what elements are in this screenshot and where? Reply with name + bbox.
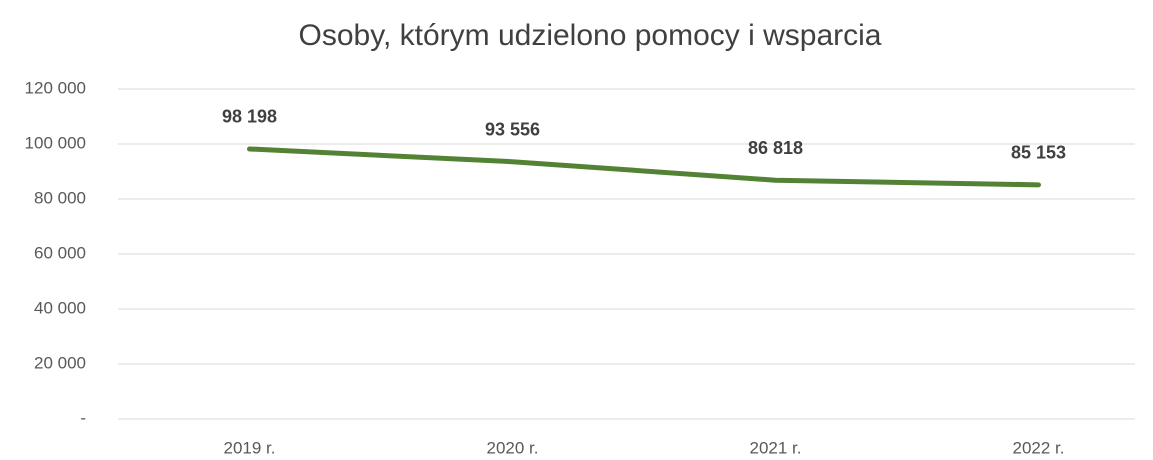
line	[247, 146, 1041, 188]
data-label: 98 198	[222, 107, 277, 127]
y-tick-label: -	[80, 408, 86, 427]
data-label: 93 556	[485, 119, 540, 139]
y-tick-label: 100 000	[25, 133, 86, 152]
y-tick-label: 60 000	[34, 243, 86, 262]
data-label: 85 153	[1011, 143, 1066, 163]
x-tick-label: 2019 r.	[224, 438, 276, 457]
y-tick-label: 40 000	[34, 298, 86, 317]
y-tick-label: 80 000	[34, 188, 86, 207]
x-tick-label: 2021 r.	[750, 438, 802, 457]
y-tick-label: 20 000	[34, 353, 86, 372]
y-tick-label: 120 000	[25, 78, 86, 97]
data-label: 86 818	[748, 138, 803, 158]
x-tick-label: 2022 r.	[1013, 438, 1065, 457]
x-tick-label: 2020 r.	[487, 438, 539, 457]
chart-title: Osoby, którym udzielono pomocy i wsparci…	[298, 19, 881, 52]
